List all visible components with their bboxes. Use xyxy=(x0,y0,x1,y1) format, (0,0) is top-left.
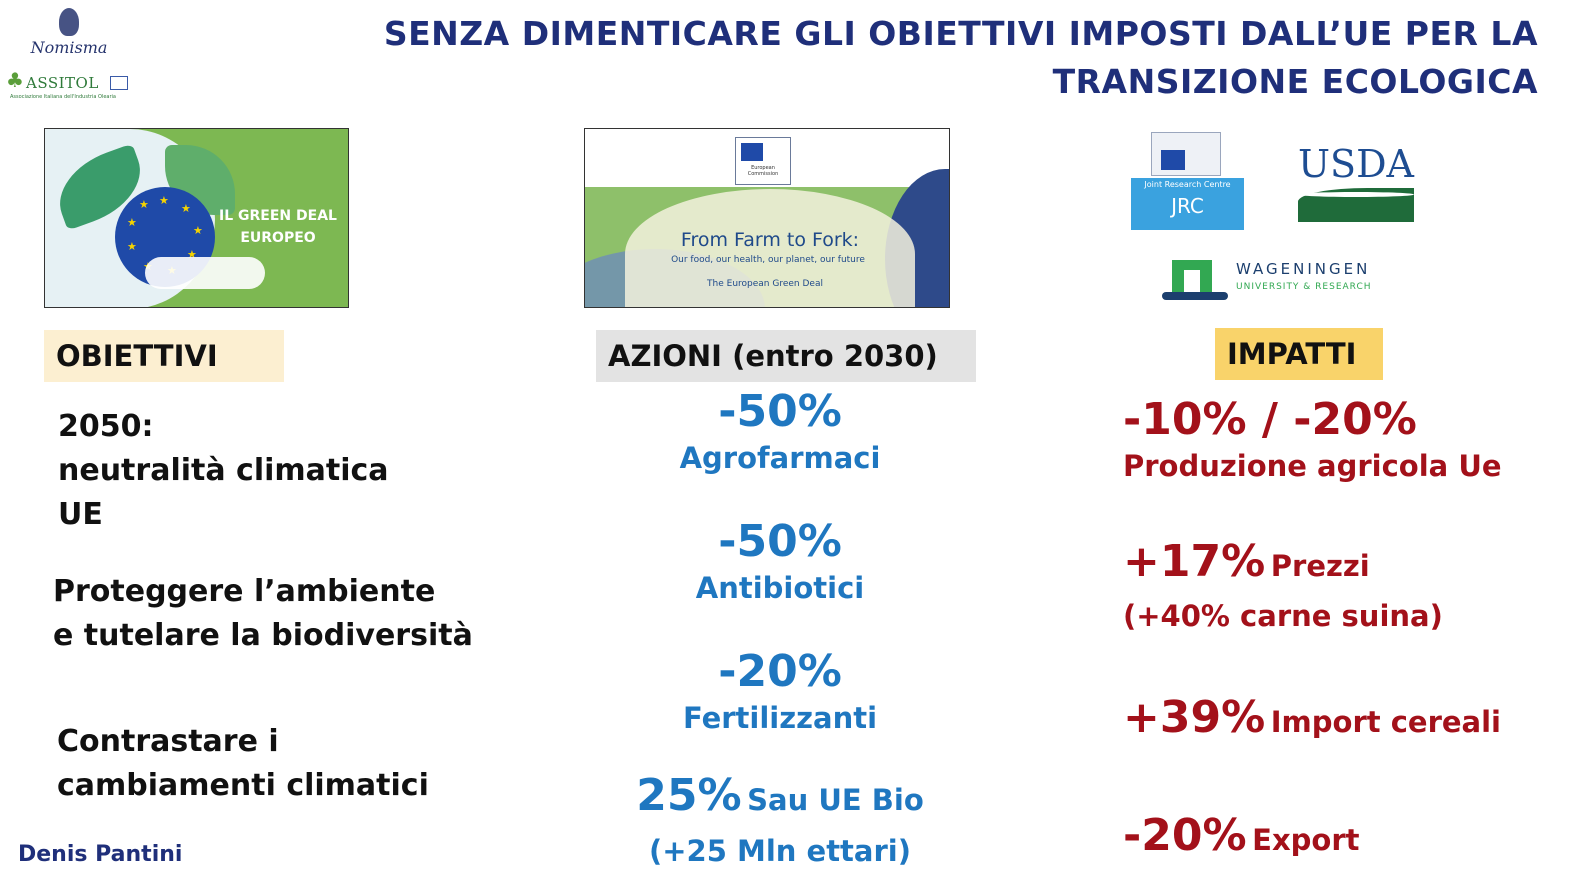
objective-item: Contrastare i cambiamenti climatici xyxy=(57,724,429,803)
wur-mark-icon xyxy=(1172,260,1212,298)
farm-to-fork-image: European Commission From Farm to Fork: O… xyxy=(584,128,950,308)
wageningen-line2: UNIVERSITY & RESEARCH xyxy=(1236,282,1372,292)
header-impatti: IMPATTI xyxy=(1215,328,1383,380)
wageningen-logo: WAGENINGEN UNIVERSITY & RESEARCH xyxy=(1162,256,1412,306)
action-value: -50% xyxy=(718,386,842,437)
action-note: (+25 Mln ettari) xyxy=(648,834,911,868)
ec-label: European Commission xyxy=(747,165,779,177)
green-deal-label: IL GREEN DEAL EUROPEO xyxy=(219,208,337,246)
impact-item: -20% Export xyxy=(1123,810,1360,871)
impact-item: +17% Prezzi (+40% carne suina) xyxy=(1123,536,1443,635)
header-obiettivi: OBIETTIVI xyxy=(44,330,284,382)
impact-note: (+40% carne suina) xyxy=(1123,599,1443,633)
f2f-title: From Farm to Fork: xyxy=(680,229,860,251)
author-name: Denis Pantini xyxy=(18,842,183,867)
nomisma-wordmark: Nomisma xyxy=(30,38,108,57)
eu-flag-icon xyxy=(1161,150,1185,170)
action-label: Fertilizzanti xyxy=(682,701,878,735)
eu-flag-icon xyxy=(741,143,763,161)
impact-value: -10% / -20% xyxy=(1123,394,1417,445)
slide-title: SENZA DIMENTICARE GLI OBIETTIVI IMPOSTI … xyxy=(383,14,1538,101)
usda-logo: USDA xyxy=(1298,142,1414,224)
f2f-subtitle: Our food, our health, our planet, our fu… xyxy=(671,255,865,265)
impact-value: +17% xyxy=(1123,536,1266,587)
header-azioni: AZIONI (entro 2030) xyxy=(596,330,976,382)
impact-label: Produzione agricola Ue xyxy=(1123,449,1502,483)
tree-icon: ♣ xyxy=(6,68,24,92)
action-label: Agrofarmaci xyxy=(679,441,881,475)
action-item: -50% Antibiotici xyxy=(580,516,980,608)
objective-item: 2050: neutralità climatica UE xyxy=(58,409,389,532)
action-item: -20% Fertilizzanti xyxy=(580,646,980,738)
impact-label: Import cereali xyxy=(1270,705,1501,739)
objective-item: Proteggere l’ambiente e tutelare la biod… xyxy=(53,574,473,653)
impact-item: -10% / -20% Produzione agricola Ue xyxy=(1123,394,1502,486)
impact-value: +39% xyxy=(1123,692,1266,743)
jrc-line2: JRC xyxy=(1171,194,1204,218)
action-value: 25% xyxy=(636,770,742,821)
crest-icon xyxy=(59,8,79,36)
green-deal-image: ★ ★ ★ ★ ★ ★ ★ ★ ★ IL GREEN DEAL EUROPEO xyxy=(44,128,349,308)
impact-label: Prezzi xyxy=(1270,549,1370,583)
usda-wordmark: USDA xyxy=(1298,142,1414,186)
action-label: Antibiotici xyxy=(695,571,865,605)
action-value: -20% xyxy=(718,646,842,697)
assitol-logo: ♣ ASSITOL Associazione Italiana dell'Ind… xyxy=(4,68,129,108)
action-label: Sau UE Bio xyxy=(747,783,924,817)
impact-label: Export xyxy=(1252,823,1360,857)
jrc-line1: Joint Research Centre xyxy=(1144,180,1231,189)
action-item: 25% Sau UE Bio (+25 Mln ettari) xyxy=(580,770,980,871)
wageningen-line1: WAGENINGEN xyxy=(1236,260,1371,278)
assitol-subtitle: Associazione Italiana dell'Industria Ole… xyxy=(10,94,116,100)
action-value: -50% xyxy=(718,516,842,567)
confindustria-icon xyxy=(110,76,128,90)
impact-value: -20% xyxy=(1123,810,1247,861)
impact-item: +39% Import cereali xyxy=(1123,692,1501,753)
assitol-wordmark: ASSITOL xyxy=(26,74,99,92)
nomisma-logo: Nomisma xyxy=(14,8,124,68)
f2f-footer: The European Green Deal xyxy=(707,279,823,289)
action-item: -50% Agrofarmaci xyxy=(580,386,980,478)
jrc-logo: Joint Research Centre JRC xyxy=(1131,128,1244,230)
